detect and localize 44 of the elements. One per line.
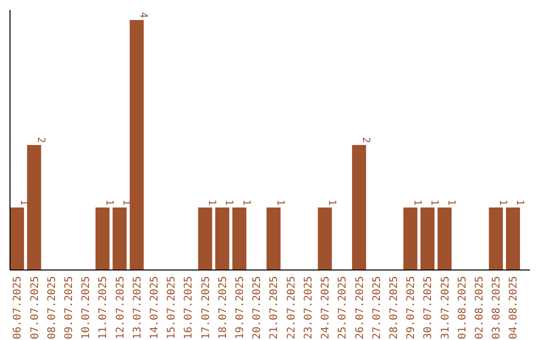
- data-label: 2: [35, 136, 46, 143]
- x-tick-label: 15.07.2025: [166, 276, 178, 340]
- x-tick-label: 13.07.2025: [131, 276, 144, 340]
- x-tick-label: 28.07.2025: [388, 276, 400, 340]
- data-label: 1: [223, 199, 234, 206]
- x-tick-label: 21.07.2025: [268, 276, 280, 340]
- x-tick-label: 26.07.2025: [354, 276, 366, 340]
- x-tick-label: 27.07.2025: [370, 276, 383, 340]
- x-tick-label: 17.07.2025: [200, 276, 212, 340]
- data-label: 1: [428, 199, 440, 206]
- x-tick-label: 20.07.2025: [251, 276, 264, 340]
- data-label: 1: [104, 199, 115, 206]
- data-label: 4: [138, 12, 149, 18]
- x-tick-label: 18.07.2025: [216, 276, 229, 340]
- x-tick-label: 24.07.2025: [320, 276, 332, 340]
- x-tick-label: 19.07.2025: [234, 276, 246, 340]
- x-tick-label: 11.07.2025: [97, 276, 110, 340]
- data-label: 2: [360, 136, 372, 143]
- x-tick-label: 22.07.2025: [285, 276, 298, 340]
- x-tick-label: 31.07.2025: [439, 276, 452, 340]
- x-tick-label: 12.07.2025: [114, 276, 126, 340]
- data-label: 1: [326, 199, 337, 206]
- x-tick-label: 04.08.2025: [508, 276, 520, 340]
- data-label: 1: [446, 199, 457, 206]
- data-label: 1: [514, 199, 525, 206]
- data-label: 1: [240, 199, 252, 206]
- data-label: 1: [411, 199, 422, 206]
- x-tick-label: 10.07.2025: [80, 276, 92, 340]
- x-tick-label: 02.08.2025: [473, 276, 486, 340]
- x-tick-label: 23.07.2025: [302, 276, 314, 340]
- data-label: 1: [206, 199, 218, 206]
- x-tick-label: 08.07.2025: [46, 276, 58, 340]
- x-tick-label: 09.07.2025: [62, 276, 75, 340]
- data-label: 1: [496, 199, 508, 206]
- data-label: 1: [274, 199, 286, 206]
- x-tick-label: 03.08.2025: [490, 276, 503, 340]
- x-tick-label: 29.07.2025: [405, 276, 418, 340]
- x-tick-label: 25.07.2025: [336, 276, 349, 340]
- x-tick-label: 07.07.2025: [28, 276, 41, 340]
- x-tick-label: 06.07.2025: [12, 276, 24, 340]
- x-tick-label: 16.07.2025: [182, 276, 195, 340]
- x-tick-label: 14.07.2025: [148, 276, 161, 340]
- x-tick-label: 01.08.2025: [456, 276, 468, 340]
- x-tick-label: 30.07.2025: [422, 276, 434, 340]
